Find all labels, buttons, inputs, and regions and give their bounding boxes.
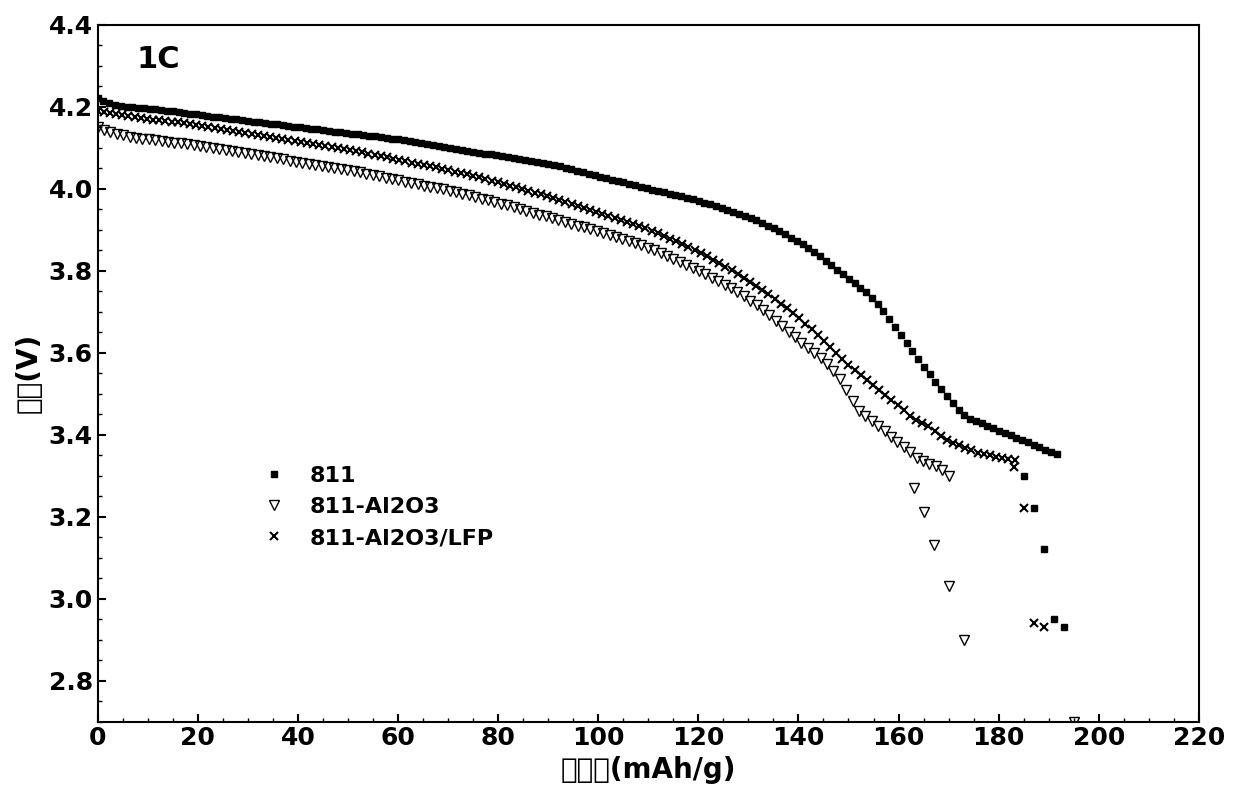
811-Al2O3/LFP	[392, 155, 407, 165]
811	[432, 141, 446, 151]
811-Al2O3/LFP	[608, 213, 622, 223]
811-Al2O3	[417, 181, 432, 190]
811	[223, 114, 238, 124]
X-axis label: 比容量(mAh/g): 比容量(mAh/g)	[560, 756, 737, 784]
Y-axis label: 电压(V): 电压(V)	[15, 333, 43, 413]
811	[91, 93, 105, 103]
Line: 811-Al2O3/LFP: 811-Al2O3/LFP	[93, 106, 1019, 464]
811-Al2O3/LFP	[570, 201, 585, 211]
Text: 1C: 1C	[136, 46, 180, 74]
811-Al2O3	[890, 437, 905, 447]
811	[1049, 450, 1064, 459]
811-Al2O3	[135, 133, 150, 143]
811-Al2O3	[884, 431, 899, 441]
811	[720, 205, 735, 214]
811-Al2O3/LFP	[724, 265, 739, 275]
811-Al2O3/LFP	[847, 365, 862, 375]
811-Al2O3	[91, 122, 105, 132]
811	[582, 169, 596, 179]
811-Al2O3/LFP	[1007, 455, 1022, 465]
Legend: 811, 811-Al2O3, 811-Al2O3/LFP: 811, 811-Al2O3, 811-Al2O3/LFP	[252, 457, 502, 557]
Line: 811: 811	[94, 95, 1060, 458]
811-Al2O3/LFP	[454, 168, 469, 177]
811-Al2O3/LFP	[91, 105, 105, 115]
811	[570, 166, 585, 176]
811	[217, 113, 232, 123]
811-Al2O3	[301, 159, 316, 169]
811-Al2O3	[275, 155, 290, 165]
Line: 811-Al2O3: 811-Al2O3	[93, 122, 954, 480]
811-Al2O3	[941, 471, 956, 480]
